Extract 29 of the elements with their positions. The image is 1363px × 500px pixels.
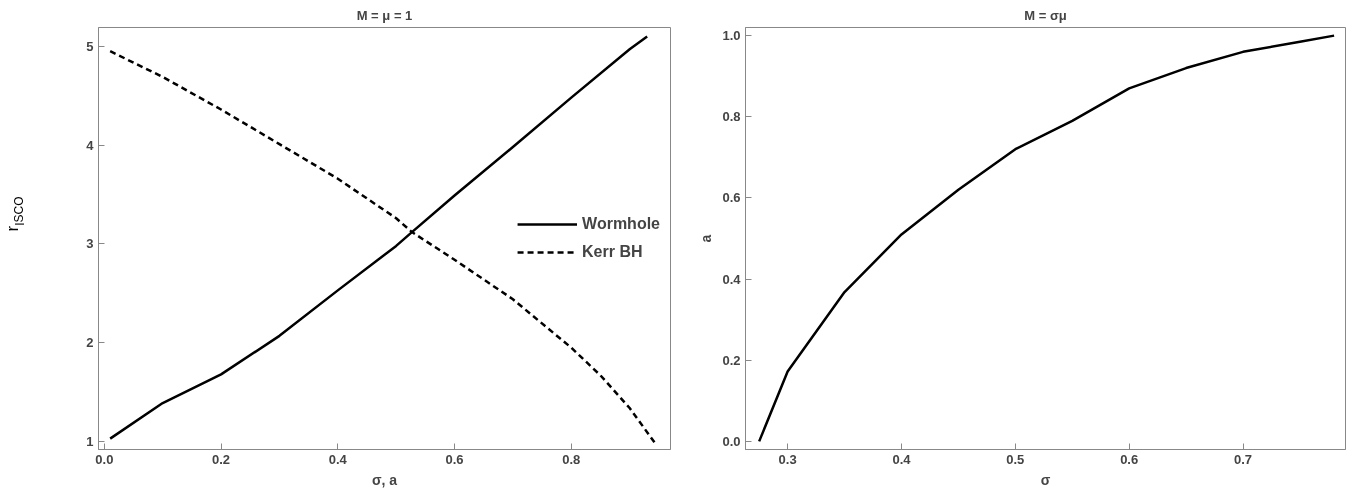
line-series bbox=[757, 34, 1336, 443]
chart-title: M = μ = 1 bbox=[356, 7, 413, 23]
x-axis-title: σ bbox=[1040, 471, 1051, 488]
y-tick-label: 1 bbox=[86, 434, 94, 450]
legend-label: Kerr BH bbox=[582, 243, 643, 261]
x-tick-label: 0.5 bbox=[1006, 451, 1025, 467]
y-tick-label: 2 bbox=[86, 335, 94, 351]
y-axis-title: rISCO bbox=[2, 196, 27, 232]
y-tick-label: 0.8 bbox=[722, 109, 741, 125]
chart-title: M = σμ bbox=[1024, 7, 1067, 23]
x-axis-title: σ, a bbox=[371, 471, 398, 488]
x-tick-label: 0.4 bbox=[892, 451, 912, 467]
x-tick-label: 0.8 bbox=[562, 451, 581, 467]
x-tick-label: 0.6 bbox=[445, 451, 464, 467]
x-tick-label: 0.6 bbox=[1120, 451, 1139, 467]
y-tick-label: 3 bbox=[86, 236, 94, 252]
x-tick-label: 0.3 bbox=[778, 451, 797, 467]
x-tick-label: 0.2 bbox=[212, 451, 231, 467]
y-axis-title: a bbox=[698, 234, 715, 243]
y-tick-label: 0.2 bbox=[722, 352, 741, 368]
y-tick-label: 0.0 bbox=[722, 433, 741, 449]
y-tick-label: 0.4 bbox=[722, 271, 742, 287]
y-tick-label: 1.0 bbox=[722, 28, 741, 44]
y-tick-label: 5 bbox=[86, 38, 94, 54]
x-tick-label: 0.7 bbox=[1234, 451, 1253, 467]
y-tick-label: 0.6 bbox=[722, 190, 741, 206]
x-tick-label: 0.4 bbox=[328, 451, 348, 467]
y-tick-label: 4 bbox=[86, 137, 95, 153]
legend-label: Wormhole bbox=[582, 215, 660, 233]
